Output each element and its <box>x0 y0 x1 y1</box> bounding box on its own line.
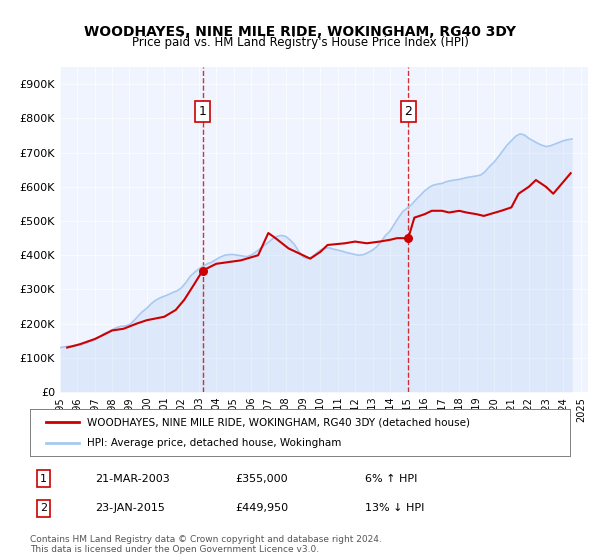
Text: 1: 1 <box>199 105 206 118</box>
Text: Contains HM Land Registry data © Crown copyright and database right 2024.
This d: Contains HM Land Registry data © Crown c… <box>30 535 382 554</box>
Text: 21-MAR-2003: 21-MAR-2003 <box>95 474 170 484</box>
Text: WOODHAYES, NINE MILE RIDE, WOKINGHAM, RG40 3DY (detached house): WOODHAYES, NINE MILE RIDE, WOKINGHAM, RG… <box>86 417 470 427</box>
Text: 13% ↓ HPI: 13% ↓ HPI <box>365 503 424 513</box>
Text: 23-JAN-2015: 23-JAN-2015 <box>95 503 164 513</box>
Point <box>198 266 208 275</box>
Text: 2: 2 <box>40 503 47 513</box>
Text: Price paid vs. HM Land Registry's House Price Index (HPI): Price paid vs. HM Land Registry's House … <box>131 36 469 49</box>
Text: HPI: Average price, detached house, Wokingham: HPI: Average price, detached house, Woki… <box>86 438 341 448</box>
Text: 1: 1 <box>40 474 47 484</box>
Text: £355,000: £355,000 <box>235 474 288 484</box>
Text: 6% ↑ HPI: 6% ↑ HPI <box>365 474 417 484</box>
Point <box>403 234 413 242</box>
Text: £449,950: £449,950 <box>235 503 289 513</box>
Text: 2: 2 <box>404 105 412 118</box>
Text: WOODHAYES, NINE MILE RIDE, WOKINGHAM, RG40 3DY: WOODHAYES, NINE MILE RIDE, WOKINGHAM, RG… <box>84 25 516 39</box>
